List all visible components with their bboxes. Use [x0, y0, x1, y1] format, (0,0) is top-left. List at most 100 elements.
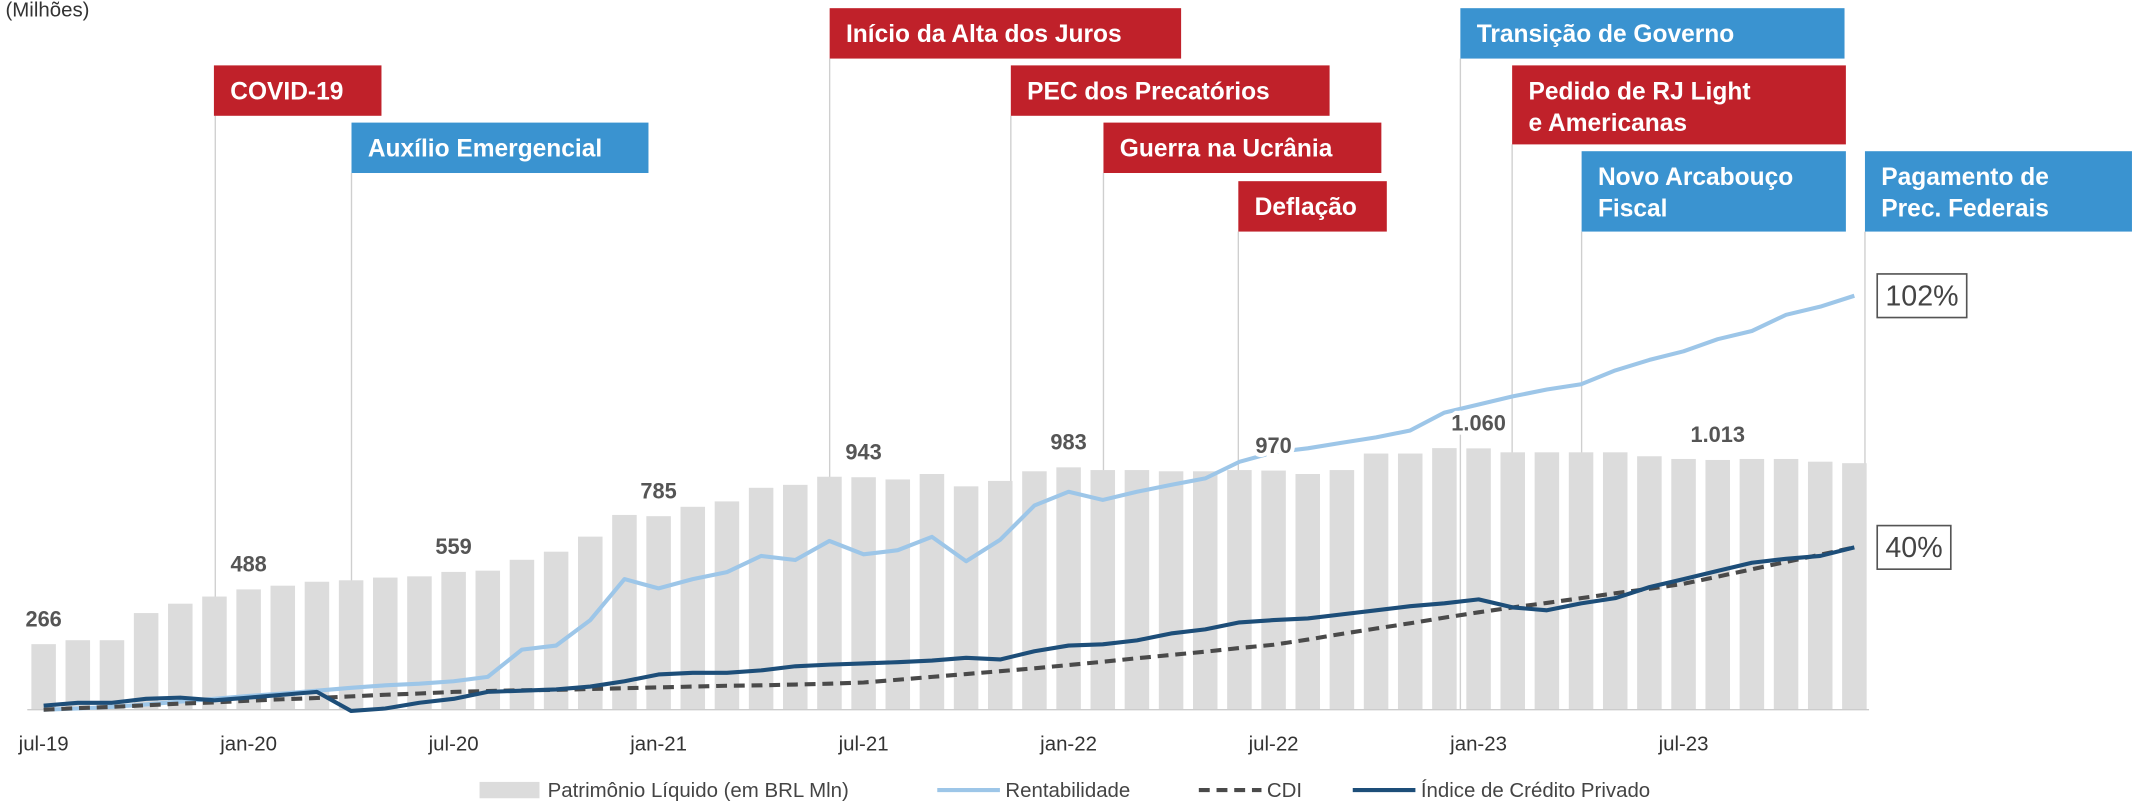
bar	[509, 559, 535, 710]
event-box	[1460, 8, 1845, 59]
end-label: 40%	[1876, 524, 1952, 570]
bar	[202, 596, 227, 710]
bar	[612, 514, 637, 710]
bar	[748, 487, 774, 710]
bar	[373, 577, 398, 710]
event-label: Transição de Governo	[1477, 21, 1735, 48]
bar	[953, 486, 979, 710]
x-tick-label: jul-21	[838, 734, 889, 756]
event-label: Pedido de RJ Light	[1528, 78, 1750, 105]
bar	[168, 603, 193, 710]
bar	[441, 571, 466, 710]
bar	[1705, 459, 1730, 710]
event-box	[1103, 122, 1382, 174]
bar	[475, 570, 501, 710]
data-label: 785	[640, 478, 676, 503]
bar	[1568, 452, 1594, 710]
event-box	[1581, 151, 1846, 232]
bar	[270, 585, 296, 710]
legend-label: Índice de Crédito Privado	[1421, 779, 1650, 801]
bar	[885, 479, 911, 710]
legend-label: CDI	[1267, 780, 1302, 801]
bar	[646, 516, 671, 710]
x-tick-label: jul-23	[1658, 734, 1709, 756]
bar	[543, 551, 569, 710]
end-label-box	[1876, 524, 1952, 570]
end-label-text: 40%	[1885, 532, 1942, 564]
event-box	[213, 65, 382, 116]
bar	[1329, 470, 1355, 710]
bar	[1432, 448, 1457, 710]
line-series	[43, 293, 1855, 712]
end-label-box	[1876, 273, 1968, 319]
bar	[236, 589, 261, 710]
data-label: 943	[845, 440, 881, 465]
x-tick-label: jan-23	[1449, 734, 1507, 756]
bar	[1773, 458, 1799, 710]
event-label: Fiscal	[1598, 196, 1668, 223]
bar	[31, 644, 56, 710]
event-label: COVID-19	[230, 78, 343, 105]
data-label: 1.060	[1451, 411, 1506, 436]
bar	[1807, 461, 1833, 710]
bar	[817, 476, 842, 710]
data-label: 970	[1255, 433, 1291, 458]
bar	[1295, 474, 1321, 710]
bar	[1261, 470, 1286, 710]
bar	[133, 613, 159, 710]
event-label: Início da Alta dos Juros	[846, 21, 1122, 48]
x-tick-label: jul-20	[428, 734, 479, 756]
bar	[987, 480, 1013, 710]
event-box	[351, 122, 649, 174]
event-label: PEC dos Precatórios	[1027, 78, 1270, 105]
bar	[1602, 452, 1628, 710]
event-label: Guerra na Ucrânia	[1120, 136, 1333, 163]
bar	[578, 536, 603, 710]
event-box	[829, 8, 1182, 59]
x-tick-label: jan-21	[629, 734, 687, 756]
bar	[1397, 453, 1423, 710]
bar	[783, 484, 808, 710]
event-label: Prec. Federais	[1881, 196, 2049, 223]
bar	[1534, 452, 1560, 710]
event-label: e Americanas	[1528, 110, 1687, 137]
line-series	[43, 545, 1855, 712]
bar	[1227, 470, 1252, 710]
event-box	[1238, 181, 1387, 232]
bar	[1124, 470, 1150, 710]
x-tick-label: jul-19	[18, 734, 69, 756]
x-tick-label: jan-20	[219, 734, 277, 756]
event-label: Deflação	[1255, 194, 1357, 221]
bar	[1739, 458, 1765, 710]
bar	[714, 501, 740, 710]
y-axis-label: (Milhões)	[5, 0, 89, 21]
bar	[1192, 471, 1218, 710]
bar	[680, 506, 706, 710]
bar	[1500, 452, 1525, 710]
data-label: 983	[1050, 430, 1086, 455]
event-box	[1010, 65, 1330, 116]
event-box	[1512, 65, 1846, 145]
legend-label: Rentabilidade	[1005, 780, 1130, 801]
event-label: Novo Arcabouço	[1598, 164, 1793, 191]
legend-swatch	[479, 781, 540, 799]
event-box	[1864, 151, 2132, 232]
x-tick-label: jul-22	[1248, 734, 1299, 756]
bar	[99, 640, 125, 710]
bar	[1637, 456, 1662, 710]
legend-label: Patrimônio Líquido (em BRL Mln)	[548, 780, 849, 801]
event-label: Auxílio Emergencial	[368, 136, 602, 163]
bar	[851, 477, 876, 710]
data-label: 1.013	[1690, 422, 1745, 447]
bar	[1056, 467, 1081, 710]
bar	[1158, 471, 1184, 710]
data-label: 488	[230, 552, 266, 577]
end-label: 102%	[1876, 273, 1968, 319]
bar	[1363, 453, 1389, 710]
end-label-text: 102%	[1885, 280, 1958, 312]
bar	[407, 576, 432, 710]
bar	[65, 640, 91, 710]
bar	[919, 474, 945, 710]
bar	[1842, 463, 1867, 710]
